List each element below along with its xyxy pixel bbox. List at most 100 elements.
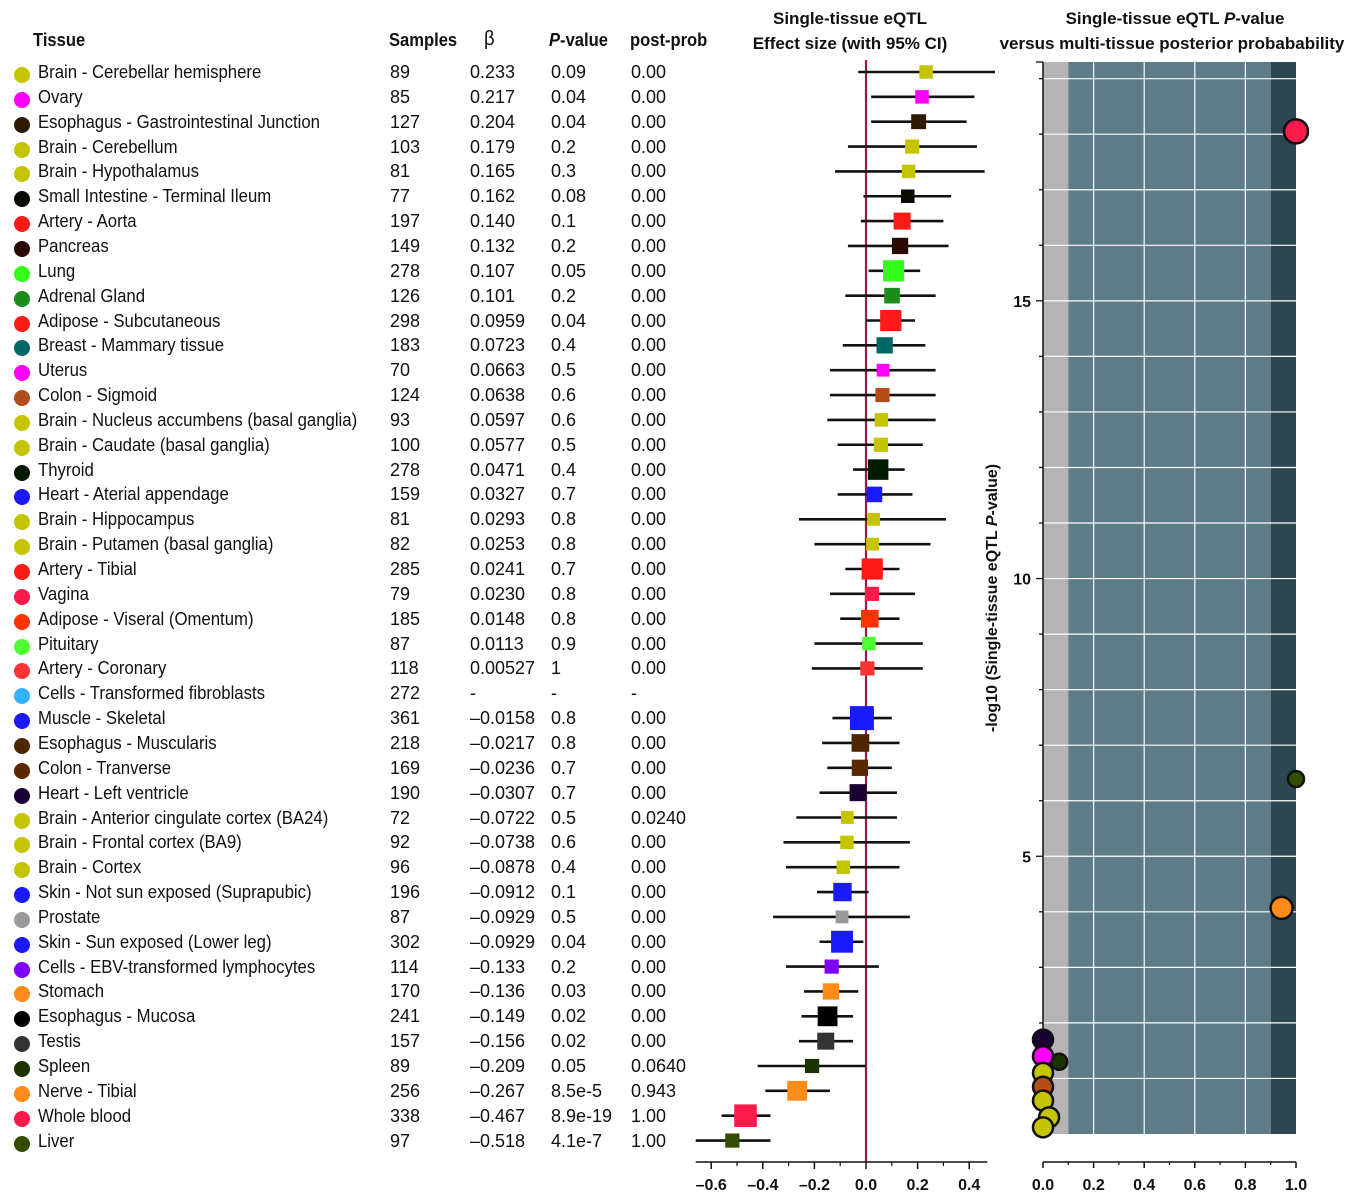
beta-value: –0.133 <box>470 956 526 977</box>
samples-value: 218 <box>390 732 421 753</box>
tissue-color-dot <box>14 315 30 332</box>
scatter-y-tick-label: 15 <box>1013 294 1031 311</box>
beta-value: –0.136 <box>470 981 526 1002</box>
tissue-color-dot <box>14 1036 30 1053</box>
tissue-color-dot <box>14 1061 30 1077</box>
tissue-name: Muscle - Skeletal <box>38 708 166 729</box>
postprob-value: 0.00 <box>631 385 667 406</box>
tissue-color-dot <box>14 564 30 580</box>
pvalue-value: 0.04 <box>551 86 587 107</box>
samples-value: 197 <box>390 211 421 232</box>
tissue-color-dot <box>14 887 30 904</box>
tissue-name: Ovary <box>38 86 83 107</box>
samples-value: 285 <box>390 559 421 579</box>
posterior-point <box>1282 118 1310 145</box>
effect-size-marker <box>867 512 880 526</box>
tissue-color-dot <box>14 265 30 282</box>
pvalue-value: 0.2 <box>551 235 577 256</box>
beta-value: 0.140 <box>470 211 516 232</box>
tissue-color-dot <box>14 390 30 407</box>
postprob-value: 0.00 <box>631 857 667 878</box>
table-row: Artery - Tibial 285 0.0241 0.7 0.00 <box>0 559 720 584</box>
tissue-color-dot <box>14 713 30 730</box>
postprob-value: 0.00 <box>631 186 667 207</box>
tissue-color-dot <box>14 116 30 133</box>
postprob-value: 0.00 <box>631 86 667 107</box>
tissue-color-dot <box>14 613 30 630</box>
beta-value: –0.0929 <box>470 931 536 952</box>
tissue-name: Brain - Anterior cingulate cortex (BA24) <box>38 807 329 828</box>
tissue-color-dot <box>14 936 30 953</box>
table-row: Uterus 70 0.0663 0.5 0.00 <box>0 360 720 385</box>
samples-value: 183 <box>390 335 421 356</box>
tissue-name: Testis <box>38 1031 81 1052</box>
pvalue-value: 0.1 <box>551 882 577 903</box>
tissue-name: Spleen <box>38 1056 91 1076</box>
effect-size-marker <box>876 363 890 377</box>
samples-value: 70 <box>390 360 411 381</box>
pvalue-value: 8.5e-5 <box>551 1080 603 1101</box>
beta-value: –0.0158 <box>470 708 536 729</box>
postprob-value: 0.00 <box>631 235 667 256</box>
tissue-name: Esophagus - Mucosa <box>38 1006 196 1027</box>
samples-value: 272 <box>390 683 421 704</box>
tissue-color-dot <box>14 762 30 779</box>
table-row: Liver 97 –0.518 4.1e-7 1.00 <box>0 1131 720 1156</box>
postprob-value: 0.00 <box>631 161 667 182</box>
samples-value: 157 <box>390 1031 421 1052</box>
effect-size-marker <box>876 337 893 354</box>
beta-value: 0.217 <box>470 86 516 107</box>
table-row: Brain - Cerebellum 103 0.179 0.2 0.00 <box>0 137 720 162</box>
table-row: Artery - Coronary 118 0.00527 1 0.00 <box>0 658 720 683</box>
tissue-name: Vagina <box>38 583 89 604</box>
effect-size-marker <box>860 609 879 628</box>
table-row: Brain - Anterior cingulate cortex (BA24)… <box>0 808 720 833</box>
postprob-value: 0.00 <box>631 484 667 505</box>
effect-size-marker <box>915 90 929 104</box>
effect-size-marker <box>901 189 915 203</box>
postprob-value: 0.00 <box>631 211 667 232</box>
tissue-name: Brain - Frontal cortex (BA9) <box>38 832 242 853</box>
pvalue-value: 0.6 <box>551 385 577 406</box>
tissue-color-dot <box>14 141 30 158</box>
tissue-color-dot <box>14 464 30 481</box>
beta-value: 0.0471 <box>470 459 526 480</box>
beta-value: 0.0723 <box>470 335 526 356</box>
postprob-value: 0.00 <box>631 882 667 903</box>
table-row: Artery - Aorta 197 0.140 0.1 0.00 <box>0 211 720 236</box>
samples-value: 100 <box>390 434 421 455</box>
postprob-value: 0.00 <box>631 708 667 729</box>
samples-value: 81 <box>390 509 411 530</box>
header-samples: Samples <box>389 30 458 50</box>
effect-size-marker <box>851 759 869 776</box>
effect-size-marker <box>867 459 889 480</box>
pvalue-value: 0.2 <box>551 285 577 306</box>
effect-size-marker <box>822 983 840 1000</box>
scatter-x-tick-label: 0.8 <box>1234 1177 1256 1192</box>
tissue-name: Skin - Not sun exposed (Suprapubic) <box>38 882 312 903</box>
scatter-title: Single-tissue eQTL P-value <box>1066 9 1285 28</box>
header-beta: β <box>484 28 495 50</box>
tissue-name: Colon - Tranverse <box>38 757 172 778</box>
table-row: Pancreas 149 0.132 0.2 0.00 <box>0 236 720 261</box>
scatter-x-tick-label: 0.6 <box>1184 1177 1206 1192</box>
pvalue-value: 0.2 <box>551 956 577 977</box>
tissue-color-dot <box>14 986 30 1003</box>
postprob-value: 0.00 <box>631 136 667 157</box>
effect-size-marker <box>840 811 854 824</box>
tissue-color-dot <box>14 638 30 655</box>
pvalue-value: 0.6 <box>551 832 577 853</box>
table-row: Esophagus - Gastrointestinal Junction 127… <box>0 112 720 137</box>
effect-size-marker <box>817 1006 838 1027</box>
effect-size-marker <box>817 1032 835 1050</box>
effect-size-marker <box>884 287 900 304</box>
table-row: Spleen 89 –0.209 0.05 0.0640 <box>0 1056 720 1081</box>
beta-value: –0.0722 <box>470 807 536 828</box>
effect-size-marker <box>893 212 911 230</box>
effect-size-marker <box>804 1058 820 1074</box>
tissue-name: Colon - Sigmoid <box>38 385 158 406</box>
postprob-value: 0.00 <box>631 583 667 604</box>
pvalue-value: 0.8 <box>551 708 577 729</box>
beta-value: –0.518 <box>470 1130 526 1151</box>
table-row: Skin - Sun exposed (Lower leg) 302 –0.0929… <box>0 932 720 957</box>
